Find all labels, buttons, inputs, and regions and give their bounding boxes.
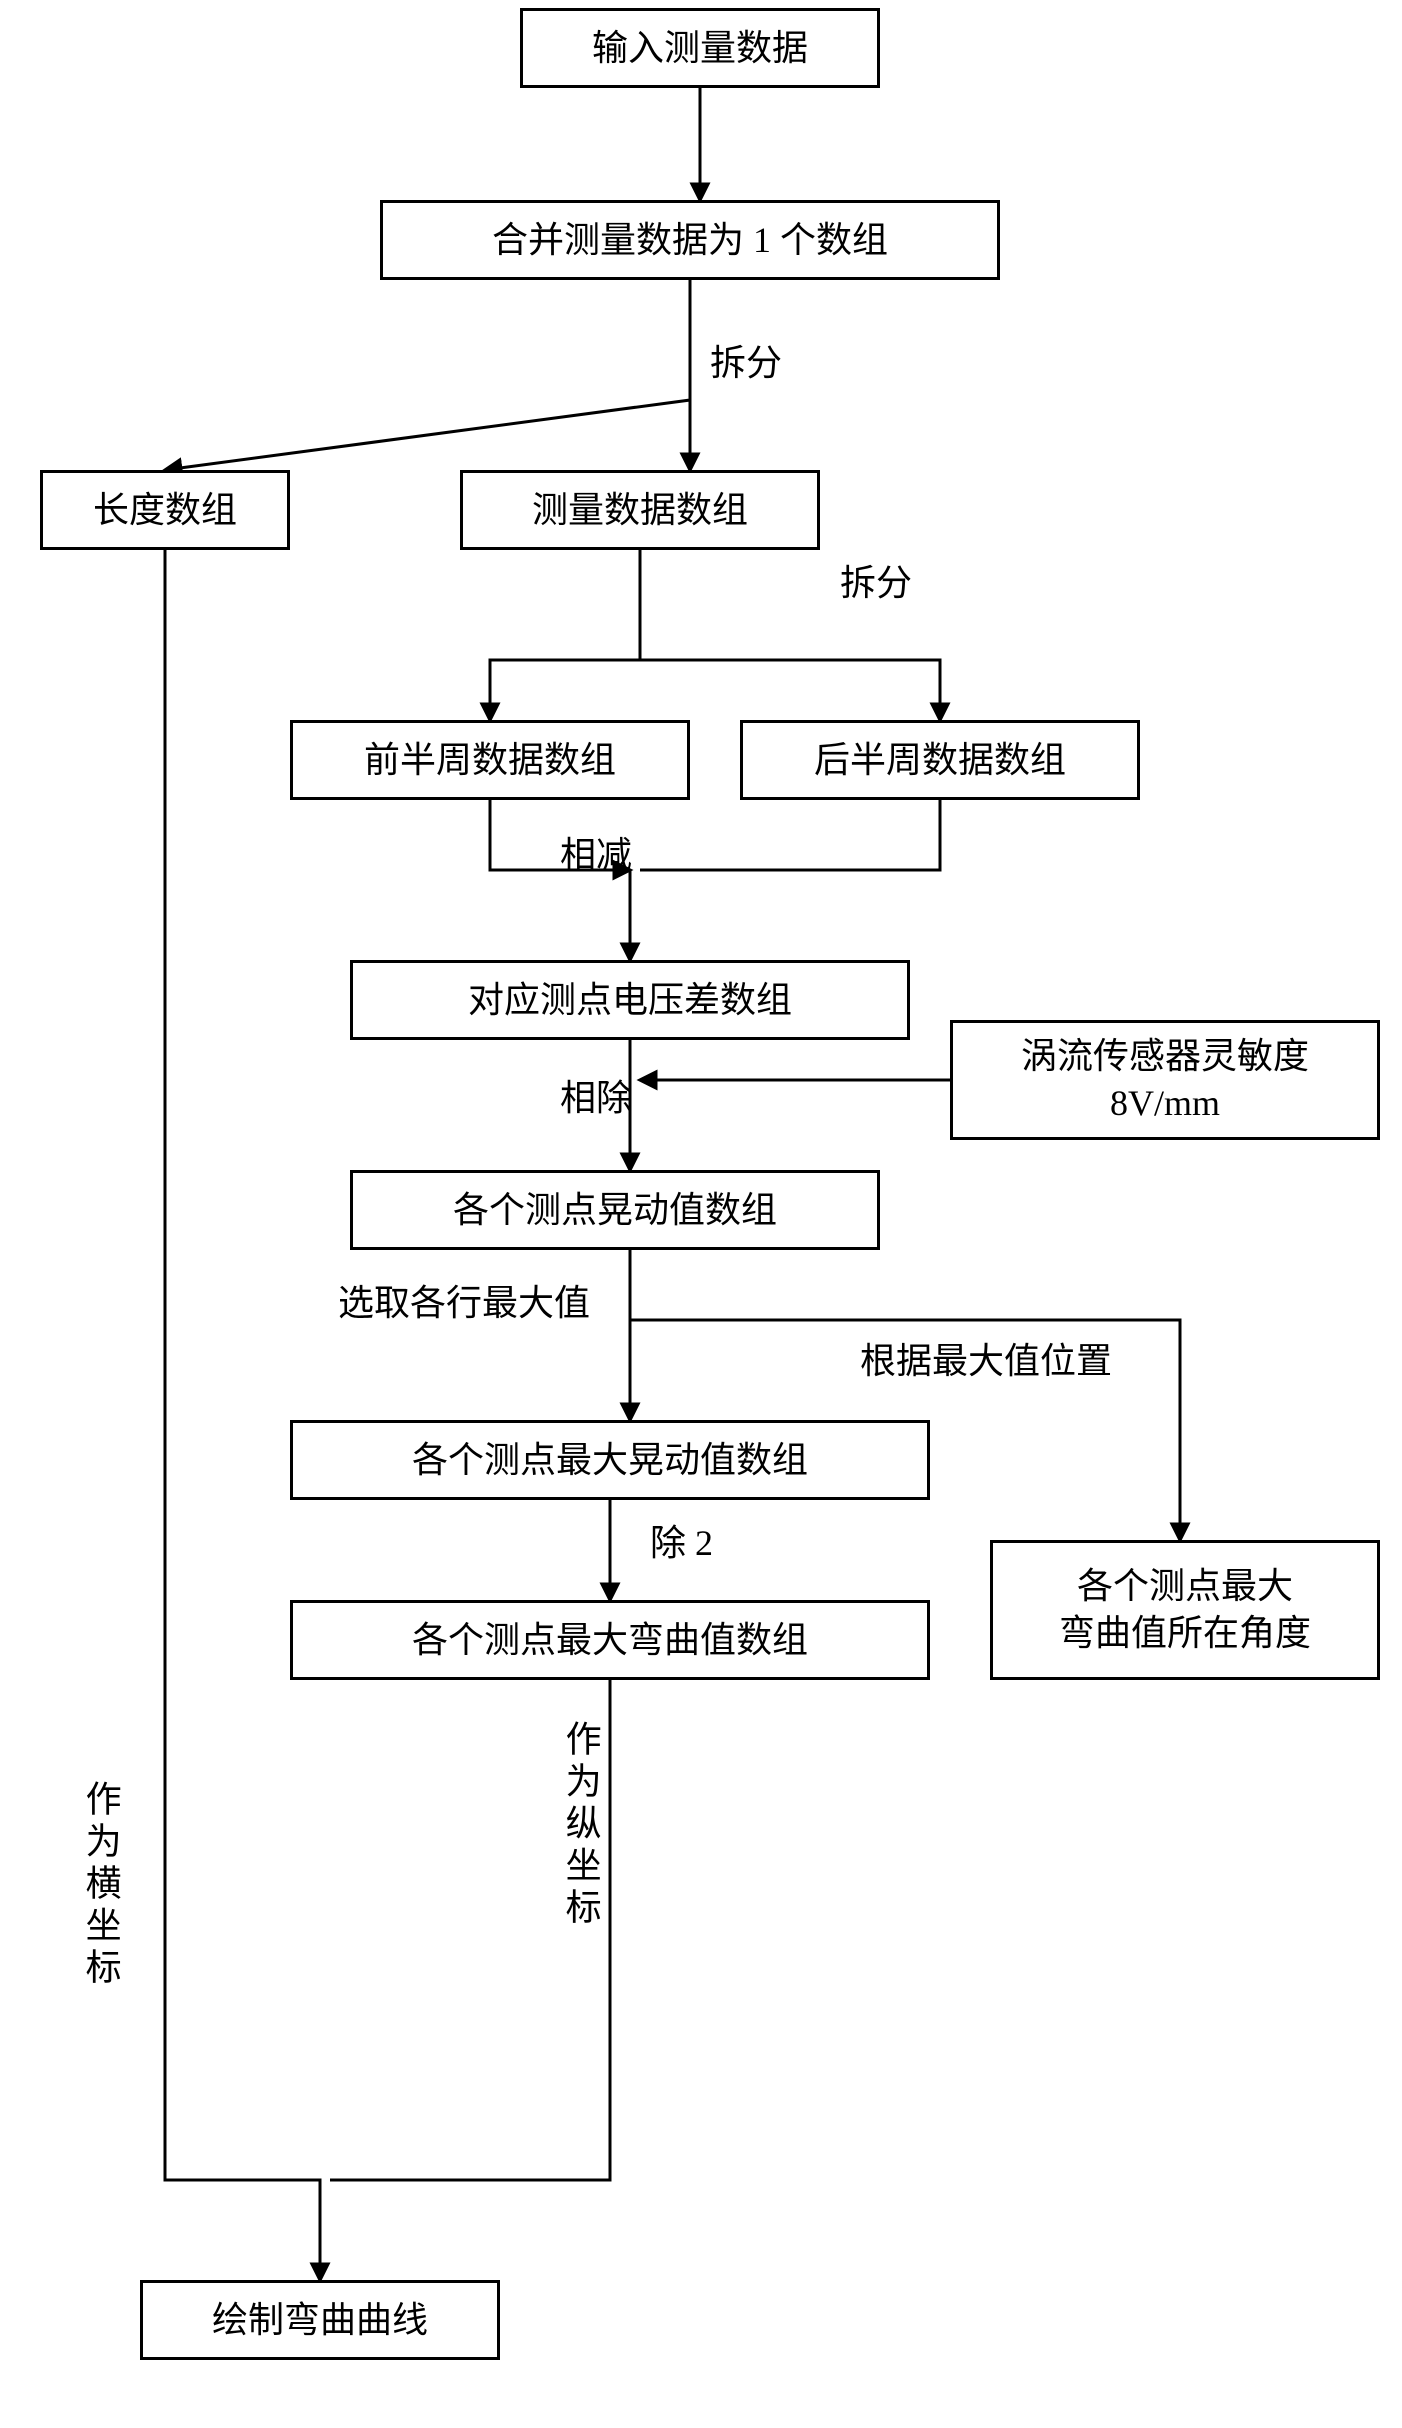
flow-label-l_div2: 除 2: [650, 1520, 713, 1567]
flow-node-n7: 对应测点电压差数组: [350, 960, 910, 1040]
flow-label-l_split1: 拆分: [710, 340, 782, 387]
flow-label-l_maxpos: 根据最大值位置: [860, 1338, 1112, 1385]
flow-node-n10: 各个测点最大晃动值数组: [290, 1420, 930, 1500]
flow-node-n4: 测量数据数组: [460, 470, 820, 550]
flow-node-n3: 长度数组: [40, 470, 290, 550]
flow-label-l_yaxis: 作为纵坐标: [560, 1720, 600, 1930]
flow-node-n6: 后半周数据数组: [740, 720, 1140, 800]
flow-node-n13: 绘制弯曲曲线: [140, 2280, 500, 2360]
flow-label-l_maxrow: 选取各行最大值: [338, 1280, 590, 1327]
flow-node-n12: 各个测点最大 弯曲值所在角度: [990, 1540, 1380, 1680]
flow-node-n2: 合并测量数据为 1 个数组: [380, 200, 1000, 280]
flow-label-l_sub: 相减: [560, 832, 632, 879]
flow-node-n5: 前半周数据数组: [290, 720, 690, 800]
flow-node-n9: 各个测点晃动值数组: [350, 1170, 880, 1250]
flow-label-l_split2: 拆分: [840, 560, 912, 607]
flow-node-n11: 各个测点最大弯曲值数组: [290, 1600, 930, 1680]
flow-node-n8: 涡流传感器灵敏度 8V/mm: [950, 1020, 1380, 1140]
flow-label-l_div: 相除: [560, 1075, 632, 1122]
flow-node-n1: 输入测量数据: [520, 8, 880, 88]
flow-label-l_xaxis: 作为横坐标: [80, 1780, 120, 1990]
